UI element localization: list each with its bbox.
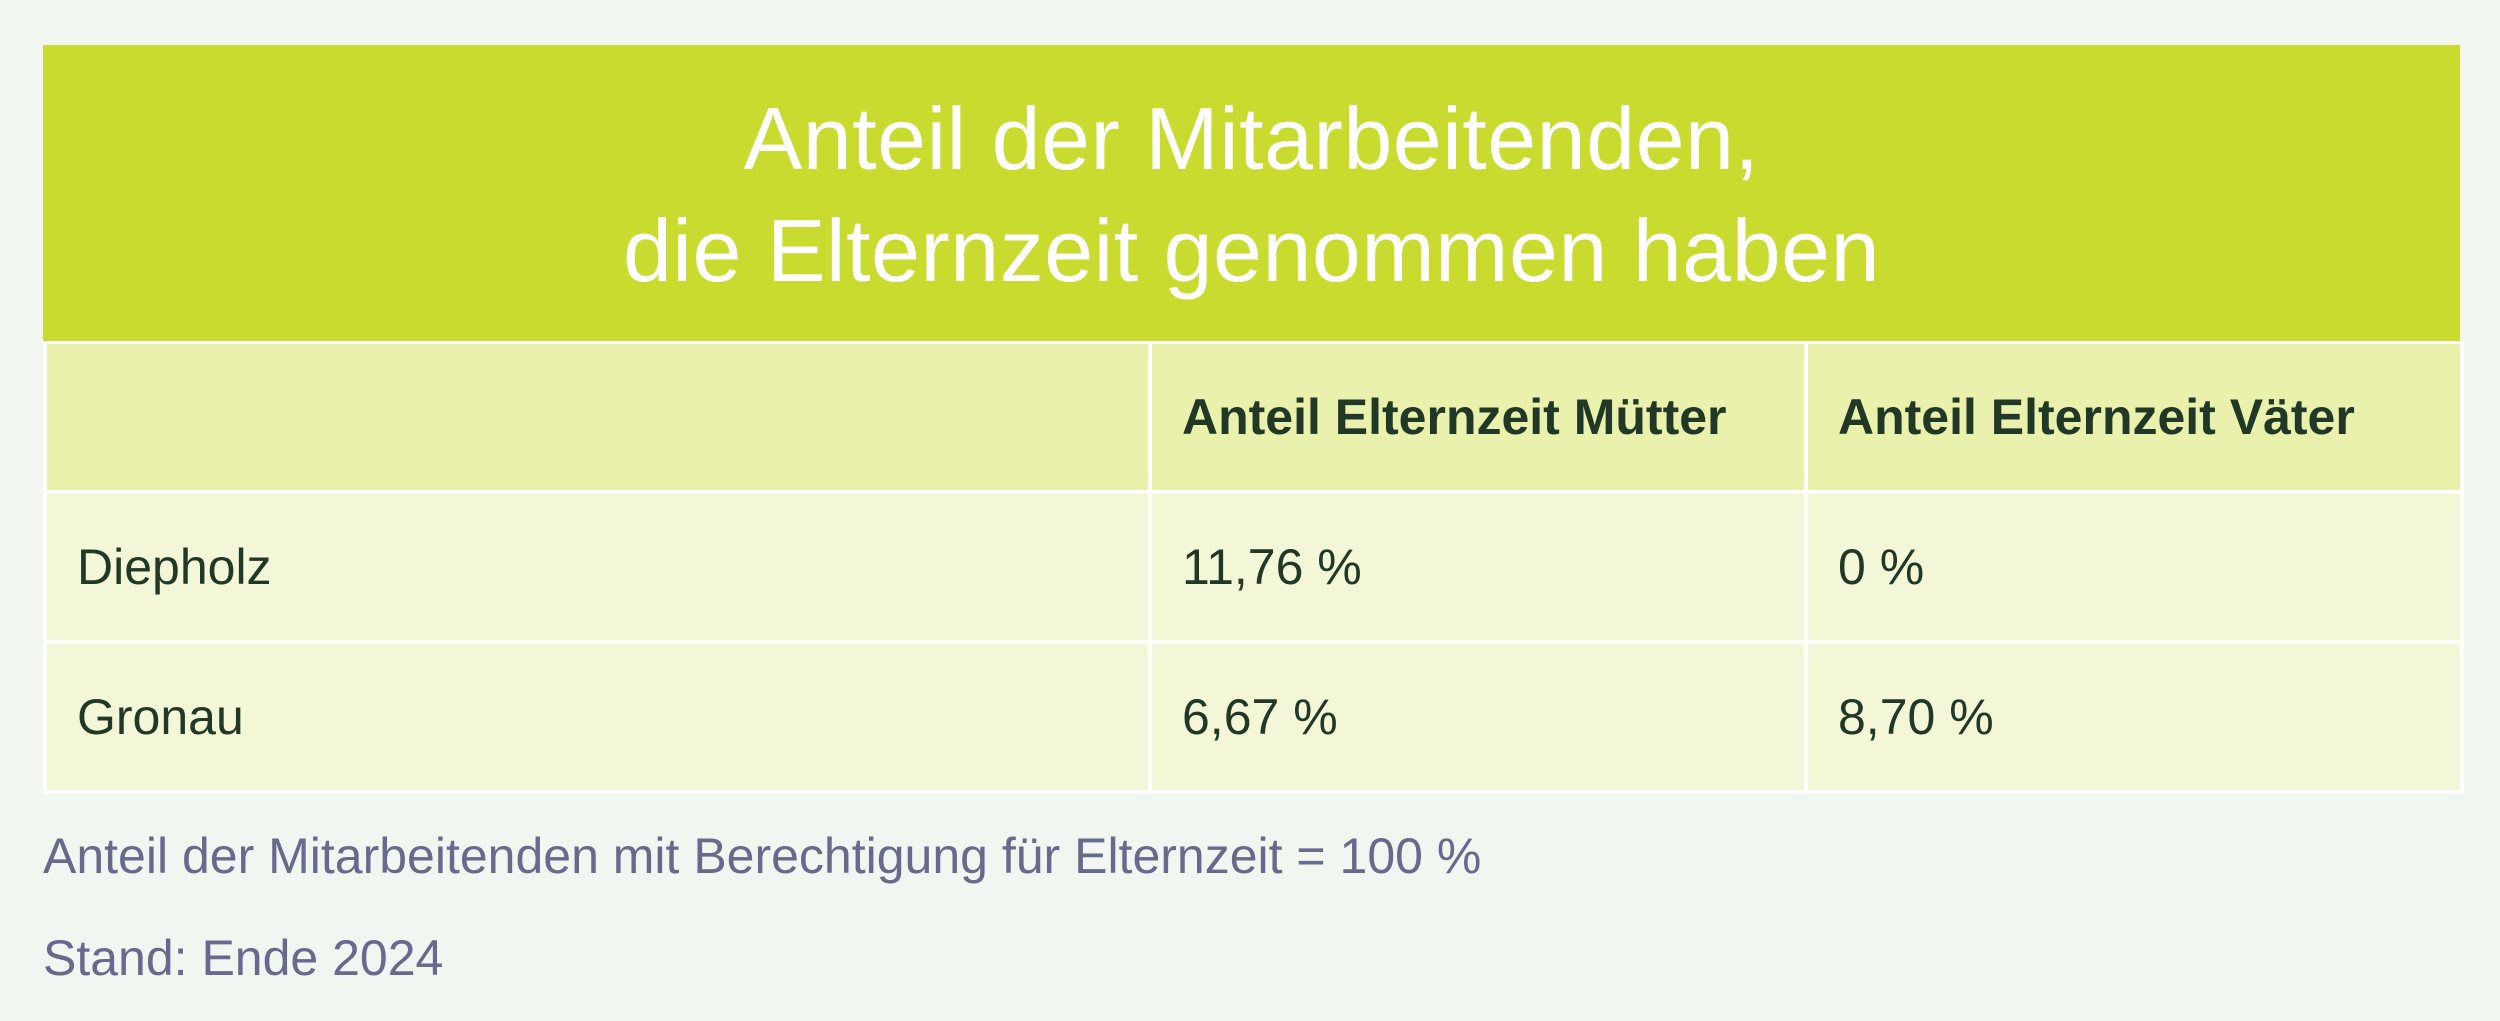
cell-mothers-value: 11,76 % — [1148, 490, 1808, 644]
header-cell-location — [43, 341, 1152, 494]
data-table: Anteil Elternzeit Mütter Anteil Elternze… — [43, 341, 2464, 794]
cell-location: Gronau — [43, 640, 1152, 794]
header-cell-fathers: Anteil Elternzeit Väter — [1804, 341, 2464, 494]
cell-location: Diepholz — [43, 490, 1152, 644]
table-row: Diepholz 11,76 % 0 % — [43, 490, 2464, 644]
cell-fathers-value: 8,70 % — [1804, 640, 2464, 794]
cell-fathers-value: 0 % — [1804, 490, 2464, 644]
table-title-line-1: Anteil der Mitarbeitenden, — [743, 89, 1760, 188]
footnote-date: Stand: Ende 2024 — [43, 930, 444, 986]
table-row: Gronau 6,67 % 8,70 % — [43, 640, 2464, 794]
cell-mothers-value: 6,67 % — [1148, 640, 1808, 794]
header-row: Anteil Elternzeit Mütter Anteil Elternze… — [43, 341, 2464, 494]
title-banner: Anteil der Mitarbeitenden, die Elternzei… — [43, 45, 2460, 341]
table-card: Anteil der Mitarbeitenden, die Elternzei… — [43, 45, 2464, 794]
footnote-eligibility: Anteil der Mitarbeitenden mit Berechtigu… — [43, 828, 1482, 884]
header-cell-mothers: Anteil Elternzeit Mütter — [1148, 341, 1808, 494]
footnotes: Anteil der Mitarbeitenden mit Berechtigu… — [43, 826, 1481, 988]
table-title-line-2: die Elternzeit genommen haben — [622, 201, 1881, 300]
